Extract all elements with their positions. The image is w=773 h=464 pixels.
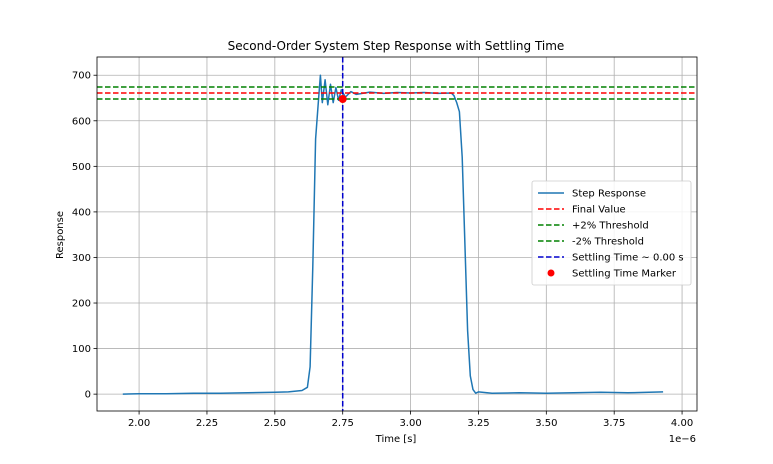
x-tick-label: 3.25 [467,418,489,429]
legend-label: -2% Threshold [572,237,644,248]
x-axis-label: Time [s] [375,434,417,445]
x-tick-label: 2.25 [196,418,218,429]
y-tick-label: 500 [72,162,91,173]
x-tick-label: 2.50 [264,418,286,429]
x-tick-label: 2.00 [128,418,150,429]
x-tick-label: 3.50 [535,418,557,429]
x-axis-scale-label: 1e−6 [669,434,696,445]
y-tick-label: 100 [72,344,91,355]
legend-box [531,180,692,286]
x-tick-label: 3.75 [603,418,625,429]
y-tick-label: 0 [85,390,91,401]
legend-label: Settling Time Marker [572,269,677,280]
legend-marker [547,269,555,277]
y-tick-label: 400 [72,207,91,218]
axis-ticks: 2.00 2.25 2.50 2.75 3.00 3.25 3.50 3.75 4.00 0 100… [72,71,693,429]
plot-area [97,57,697,411]
x-tick-label: 2.75 [332,418,354,429]
y-tick-label: 300 [72,253,91,264]
axes-frame [96,56,698,412]
x-tick-label: 4.00 [671,418,693,429]
legend-label: Settling Time ~ 0.00 s [572,253,684,264]
x-tick-label: 3.00 [399,418,421,429]
legend: Step Response Final Value +2% Threshold -2%… [531,180,692,286]
y-tick-label: 200 [72,299,91,310]
settling-time-marker [338,95,347,104]
legend-label: Final Value [572,205,626,216]
chart-title: Second-Order System Step Response with S… [228,39,565,53]
y-tick-label: 700 [72,71,91,82]
legend-label: +2% Threshold [572,221,649,232]
legend-label: Step Response [572,189,646,200]
y-tick-label: 600 [72,116,91,127]
y-axis-label: Response [55,211,66,259]
